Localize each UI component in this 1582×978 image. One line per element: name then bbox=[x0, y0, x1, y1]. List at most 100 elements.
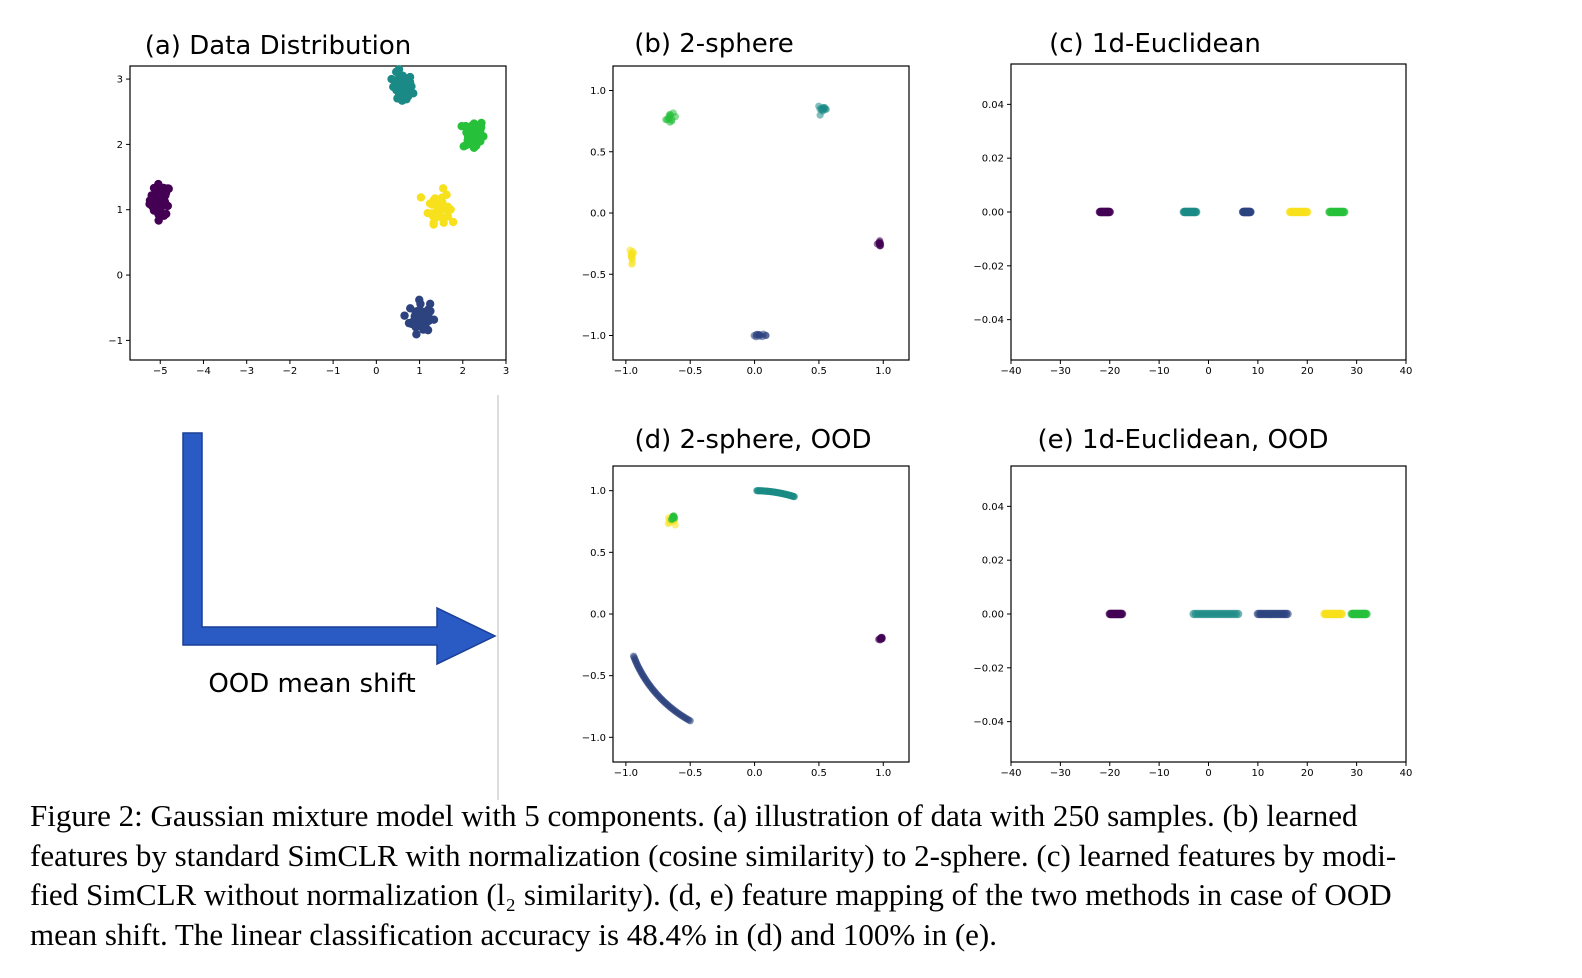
y-tick-label: 0.5 bbox=[590, 548, 606, 559]
x-tick-label: 1 bbox=[416, 366, 422, 377]
y-tick-label: −0.02 bbox=[973, 663, 1004, 674]
data-point bbox=[627, 252, 635, 260]
x-tick-label: 30 bbox=[1350, 366, 1363, 377]
y-tick-label: 3 bbox=[117, 75, 123, 86]
data-point bbox=[423, 310, 433, 320]
data-point bbox=[686, 717, 694, 725]
x-tick-label: 0.5 bbox=[811, 768, 827, 779]
panel-title: (d) 2-sphere, OOD bbox=[634, 425, 871, 455]
cluster-teal bbox=[1179, 207, 1201, 217]
data-point bbox=[1246, 207, 1255, 217]
x-tick-label: −10 bbox=[1149, 768, 1170, 779]
data-point bbox=[416, 299, 425, 309]
figure-canvas: (a) Data Distribution−5 −4 −3 −2 −1 0 1 2 3−1012… bbox=[108, 29, 1412, 800]
cluster-teal bbox=[815, 102, 830, 119]
y-tick-label: 1.0 bbox=[590, 486, 606, 497]
data-point bbox=[429, 220, 438, 229]
cluster-yellow bbox=[1320, 609, 1347, 619]
x-tick-label: 3 bbox=[503, 366, 509, 377]
y-tick-label: 0.0 bbox=[590, 209, 606, 220]
data-point bbox=[755, 331, 763, 339]
x-tick-label: 0 bbox=[373, 366, 379, 377]
x-tick-label: −5 bbox=[153, 366, 168, 377]
cluster-navy bbox=[400, 295, 439, 339]
x-tick-label: 20 bbox=[1301, 768, 1314, 779]
y-tick-label: 0.00 bbox=[982, 610, 1004, 621]
data-point bbox=[443, 212, 453, 221]
cluster-navy bbox=[630, 652, 694, 725]
plot-frame bbox=[612, 465, 910, 763]
y-tick-label: 0.02 bbox=[982, 154, 1004, 165]
y-tick-label: −0.5 bbox=[582, 270, 606, 281]
data-point bbox=[628, 260, 636, 268]
cluster-purple bbox=[1095, 207, 1114, 217]
data-point bbox=[876, 237, 884, 245]
x-tick-label: 2 bbox=[460, 366, 466, 377]
ood-arrow bbox=[182, 432, 497, 666]
cluster-yellow bbox=[626, 246, 638, 268]
cluster-navy bbox=[1253, 609, 1292, 619]
data-point bbox=[670, 514, 679, 522]
y-tick-label: −1.0 bbox=[582, 733, 606, 744]
cluster-navy bbox=[750, 330, 770, 341]
data-point bbox=[431, 197, 441, 206]
cluster-green bbox=[1325, 207, 1349, 217]
y-tick-label: −0.04 bbox=[973, 315, 1004, 326]
data-point bbox=[400, 311, 409, 320]
y-tick-label: −1 bbox=[108, 336, 123, 347]
cluster-green bbox=[662, 109, 680, 126]
x-tick-label: 40 bbox=[1400, 768, 1413, 779]
data-point bbox=[1105, 207, 1114, 217]
x-tick-label: 0.5 bbox=[811, 366, 827, 377]
cluster-green bbox=[457, 118, 488, 153]
x-tick-label: −20 bbox=[1099, 768, 1120, 779]
data-point bbox=[159, 211, 169, 220]
x-tick-label: 0 bbox=[1205, 366, 1211, 377]
data-point bbox=[1340, 207, 1349, 217]
data-point bbox=[389, 82, 398, 92]
data-point bbox=[818, 104, 826, 112]
data-point bbox=[448, 217, 458, 227]
data-point bbox=[669, 109, 677, 117]
cluster-teal bbox=[387, 65, 418, 105]
plot-frame bbox=[612, 65, 910, 361]
y-tick-label: 0.02 bbox=[982, 556, 1004, 567]
cluster-teal bbox=[753, 487, 798, 501]
x-tick-label: 30 bbox=[1350, 768, 1363, 779]
data-point bbox=[464, 140, 474, 149]
data-point bbox=[403, 89, 412, 99]
data-point bbox=[1233, 609, 1243, 619]
x-tick-label: −10 bbox=[1149, 366, 1170, 377]
y-tick-label: −1.0 bbox=[582, 331, 606, 342]
cluster-purple bbox=[873, 237, 885, 250]
panel-b: (b) 2-sphere −1.0 −0.5 0.0 0.5 1.0 −1.0 −0.5 0.0… bbox=[582, 29, 910, 377]
data-point bbox=[163, 201, 173, 211]
x-tick-label: 1.0 bbox=[875, 366, 891, 377]
x-tick-label: −0.5 bbox=[678, 768, 702, 779]
data-point bbox=[753, 487, 761, 495]
data-point bbox=[429, 315, 439, 324]
y-tick-label: 0 bbox=[117, 271, 123, 282]
data-point bbox=[446, 205, 455, 214]
x-tick-label: 0.0 bbox=[747, 768, 763, 779]
y-tick-label: 2 bbox=[117, 140, 123, 151]
data-point bbox=[400, 76, 409, 85]
figure-caption: Figure 2: Gaussian mixture model with 5 … bbox=[30, 796, 1560, 954]
x-tick-label: −4 bbox=[196, 366, 211, 377]
panel-c: (c) 1d-Euclidean −40 −30 −20 −10 0 10 20 30 40 0.0… bbox=[973, 29, 1412, 377]
x-tick-label: −20 bbox=[1099, 366, 1120, 377]
y-tick-label: 0.04 bbox=[982, 100, 1004, 111]
y-tick-label: −0.5 bbox=[582, 671, 606, 682]
x-tick-label: −3 bbox=[239, 366, 254, 377]
cluster-teal bbox=[1189, 609, 1243, 619]
y-tick-label: 1.0 bbox=[590, 86, 606, 97]
data-point bbox=[416, 193, 426, 202]
x-tick-label: 10 bbox=[1252, 768, 1265, 779]
caption-line: Figure 2: Gaussian mixture model with 5 … bbox=[30, 798, 1358, 833]
y-tick-label: 0.04 bbox=[982, 502, 1004, 513]
y-tick-label: 0.0 bbox=[590, 610, 606, 621]
cluster-green bbox=[1347, 609, 1371, 619]
panel-e: (e) 1d-Euclidean, OOD −40 −30 −20 −10 0 10 20 30… bbox=[973, 425, 1412, 779]
x-tick-label: 40 bbox=[1400, 366, 1413, 377]
panel-title: (a) Data Distribution bbox=[145, 31, 412, 61]
